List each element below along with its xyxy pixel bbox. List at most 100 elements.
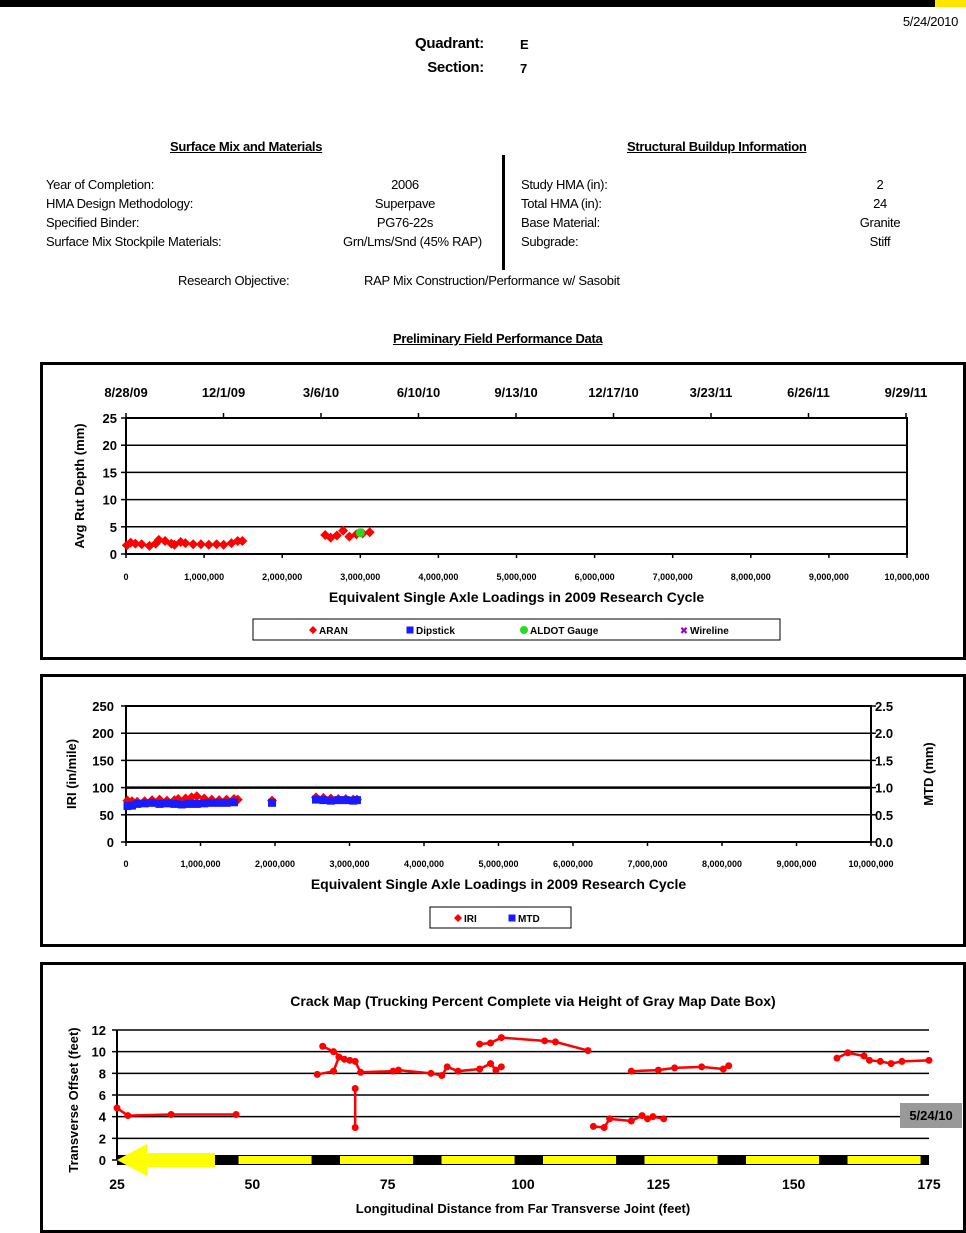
mtd-point [123, 802, 132, 811]
crack-line [631, 1064, 730, 1073]
crack-point [487, 1060, 495, 1068]
crack-point [551, 1038, 559, 1046]
iri-legend-label: IRI [464, 914, 477, 925]
rut-plot-frame [125, 417, 908, 555]
crack-point [394, 1066, 402, 1074]
rut-aran-point [195, 539, 206, 550]
rut-x-tick-label: 7,000,000 [653, 572, 693, 582]
mtd-point [268, 798, 277, 807]
crack-point [487, 1039, 495, 1047]
rut-x-tick-label: 4,000,000 [418, 572, 458, 582]
crack-point [313, 1070, 321, 1078]
mtd-point [185, 799, 194, 808]
mtd-point [207, 798, 216, 807]
rut-legend-label: Dipstick [416, 626, 455, 637]
rut-x-tick-label: 8,000,000 [731, 572, 771, 582]
crack-y-tick-label: 2 [99, 1131, 106, 1146]
mtd-point [341, 796, 350, 805]
rut-x-tick-label: 2,000,000 [262, 572, 302, 582]
rut-legend-label: ALDOT Gauge [530, 626, 599, 637]
rut-y-tick-label: 5 [110, 520, 117, 535]
mtd-y-tick-label: 0.5 [875, 808, 893, 823]
section-label: Section: [427, 59, 484, 76]
iri-x-tick-label: 7,000,000 [627, 859, 667, 869]
iri-x-tick-label: 1,000,000 [180, 859, 220, 869]
mtd-point [352, 796, 361, 805]
crack-point [627, 1067, 635, 1075]
crack-x-tick-label: 125 [647, 1176, 671, 1192]
crack-point [346, 1056, 354, 1064]
mtd-point [326, 796, 335, 805]
crack-point [232, 1111, 240, 1118]
crack-point [351, 1057, 359, 1065]
crack-baseline-dash [543, 1156, 617, 1164]
crack-y-tick-label: 6 [99, 1088, 106, 1103]
rut-legend-label: Wireline [690, 626, 729, 637]
crack-y-tick-label: 10 [92, 1045, 106, 1060]
surface-mix-title: Surface Mix and Materials [170, 139, 323, 154]
crack-map-panel [40, 962, 966, 1233]
crack-point [660, 1115, 668, 1123]
legend-dipstick-marker [406, 626, 414, 634]
rut-x-tick-label: 0 [123, 572, 128, 582]
crack-point [357, 1068, 365, 1076]
crack-point [644, 1115, 652, 1123]
crack-point [167, 1111, 175, 1118]
rut-x-tick-label: 6,000,000 [575, 572, 615, 582]
mtd-point [230, 798, 239, 807]
structural-label: Subgrade: [521, 234, 579, 249]
corner-marker [935, 0, 966, 7]
crack-baseline-dash [644, 1156, 718, 1164]
mtd-point [170, 799, 179, 808]
crack-point [719, 1065, 727, 1073]
iri-x-tick-label: 6,000,000 [553, 859, 593, 869]
legend-iri-marker [454, 914, 462, 922]
mtd-y-tick-label: 2.0 [875, 726, 893, 741]
section-value: 7 [520, 61, 527, 76]
map-date-label: 5/24/10 [909, 1108, 952, 1123]
structural-value: Stiff [869, 234, 891, 249]
joint-arrow-icon [117, 1144, 215, 1176]
crack-point [319, 1042, 327, 1050]
iri-x-tick-label: 5,000,000 [478, 859, 518, 869]
crack-point [887, 1060, 895, 1068]
iri-x-tick-label: 10,000,000 [848, 859, 893, 869]
mtd-point [334, 796, 343, 805]
mtd-point [192, 799, 201, 808]
mtd-point [177, 800, 186, 809]
crack-baseline-dash [847, 1156, 921, 1164]
crack-baseline-dash [746, 1156, 820, 1164]
iri-x-tick-label: 2,000,000 [255, 859, 295, 869]
mtd-point [319, 796, 328, 805]
crack-map-title: Crack Map (Trucking Percent Complete via… [290, 993, 775, 1009]
rut-top-date-label: 12/1/09 [202, 385, 245, 400]
structural-value: Granite [859, 215, 901, 230]
quadrant-label: Quadrant: [415, 35, 484, 52]
rut-top-date-label: 12/17/10 [588, 385, 639, 400]
crack-y-tick-label: 8 [99, 1066, 106, 1081]
rut-aran-point [130, 538, 141, 549]
iri-y-tick-label: 150 [92, 753, 114, 768]
surface-mix-label: HMA Design Methodology: [46, 196, 194, 211]
rut-aran-point [218, 539, 229, 550]
rut-aran-point [136, 539, 147, 550]
crack-point [113, 1104, 121, 1112]
iri-x-tick-label: 0 [123, 859, 128, 869]
rut-aran-point [153, 534, 164, 545]
crack-point [638, 1112, 646, 1120]
map-date-box [900, 1103, 962, 1128]
quadrant-value: E [520, 37, 529, 52]
rut-aran-point [188, 539, 199, 550]
crack-x-tick-label: 150 [782, 1176, 806, 1192]
rut-aldot-point [355, 528, 365, 538]
crack-line [317, 1055, 351, 1076]
crack-point [438, 1072, 446, 1079]
rut-aran-point [237, 535, 248, 546]
rut-top-date-label: 6/26/11 [787, 385, 830, 400]
rut-y-tick-label: 25 [103, 411, 117, 426]
crack-x-tick-label: 100 [511, 1176, 535, 1192]
iri-x-axis-title: Equivalent Single Axle Loadings in 2009 … [311, 876, 687, 892]
rut-top-date-label: 3/6/10 [303, 385, 339, 400]
structural-value: 24 [873, 196, 887, 211]
crack-baseline-dash [441, 1156, 515, 1164]
